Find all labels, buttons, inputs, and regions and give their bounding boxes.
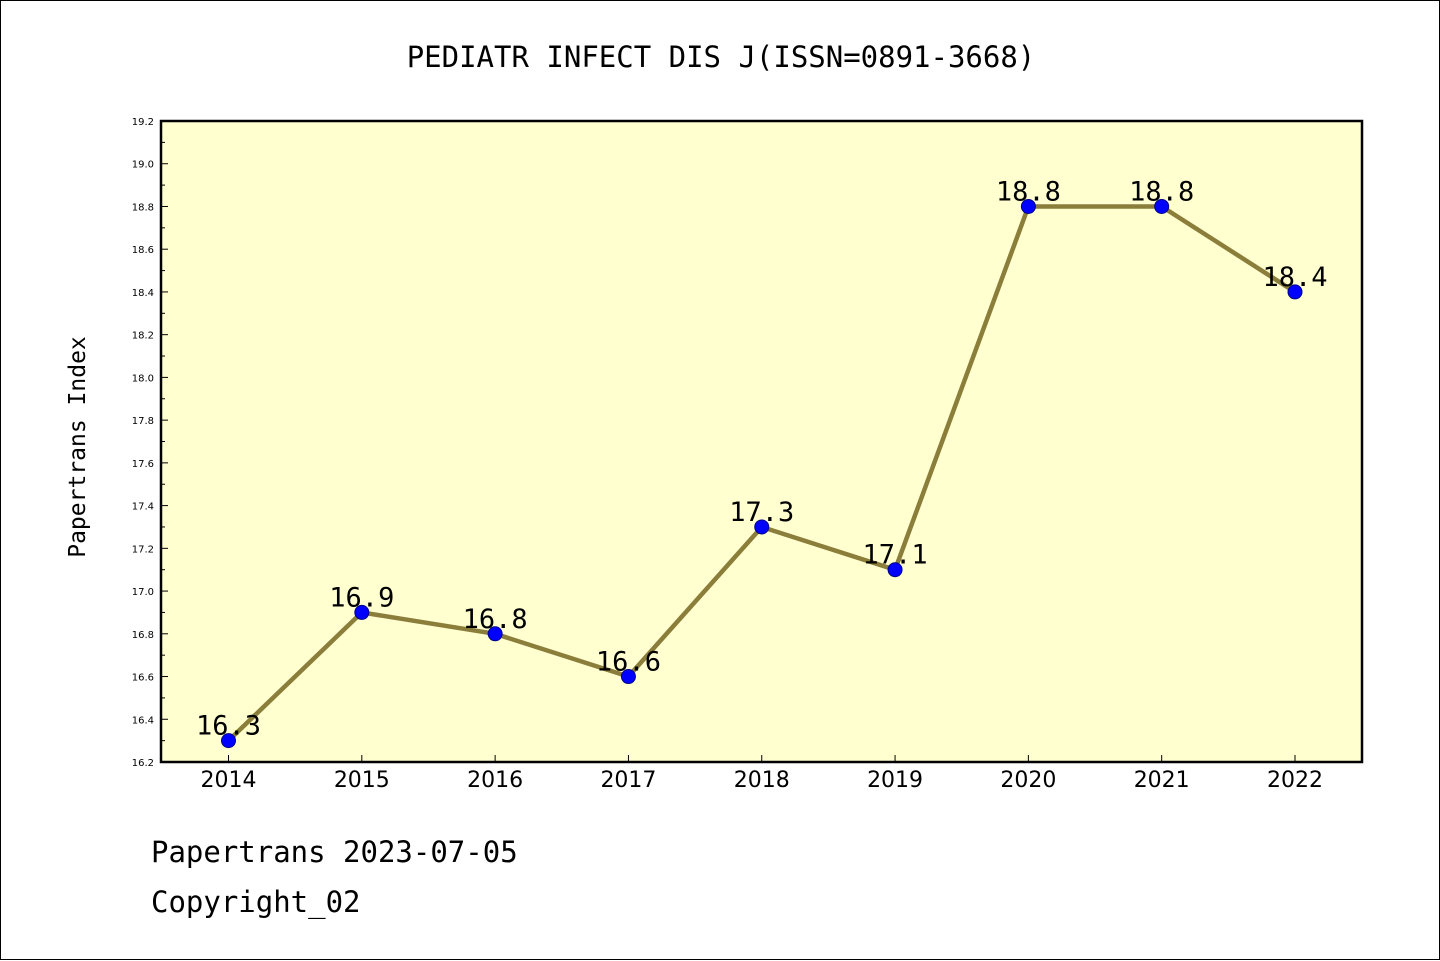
data-label-2015: 16.9 (329, 582, 394, 613)
data-labels: 16.3 16.9 16.8 16.6 17.3 17.1 18.8 18.8 18.4 (196, 176, 1328, 741)
data-point-2020 (1020, 198, 1036, 214)
y-tick-label: 18.2 (132, 331, 154, 342)
data-point-2021 (1154, 198, 1170, 214)
data-label-2017: 16.6 (596, 647, 661, 678)
footer-date: Papertrans 2023-07-05 (151, 835, 518, 869)
x-tick-label: 2018 (734, 768, 790, 793)
y-tick-label: 16.2 (132, 758, 154, 769)
data-point-2017 (620, 669, 636, 685)
x-tick-label: 2021 (1134, 768, 1190, 793)
y-tick-label: 17.2 (132, 544, 154, 555)
data-label-2019: 17.1 (863, 540, 928, 571)
y-tick-label: 17.6 (132, 459, 154, 470)
x-tick-label: 2016 (467, 768, 523, 793)
data-point-2019 (887, 562, 903, 578)
data-point-2015 (354, 604, 370, 620)
y-tick-label: 16.8 (132, 630, 154, 641)
y-tick-label: 17.8 (132, 416, 154, 427)
y-tick-label: 18.4 (132, 288, 154, 299)
chart-title: PEDIATR INFECT DIS J(ISSN=0891-3668) (407, 40, 1036, 74)
plot-area (159, 119, 1364, 764)
x-tick-label: 2014 (201, 768, 257, 793)
y-axis-label: Papertrans Index (65, 336, 91, 558)
data-point-2022 (1287, 284, 1303, 300)
data-label-2014: 16.3 (196, 711, 261, 742)
data-point-2016 (487, 626, 503, 642)
x-axis: 2014 2015 2016 2017 2018 2019 2020 2021 2022 (201, 755, 1323, 793)
y-tick-label: 18.0 (132, 373, 154, 384)
x-tick-label: 2017 (600, 768, 656, 793)
y-tick-label: 17.4 (132, 502, 154, 513)
data-label-2016: 16.8 (463, 604, 528, 635)
x-tick-label: 2020 (1000, 768, 1056, 793)
y-tick-label: 18.6 (132, 245, 154, 256)
y-tick-label: 16.6 (132, 673, 154, 684)
y-tick-label: 19.2 (132, 117, 154, 128)
y-tick-label: 18.8 (132, 202, 154, 213)
x-tick-label: 2019 (867, 768, 923, 793)
data-points (221, 198, 1303, 749)
data-point-2018 (754, 519, 770, 535)
data-label-2018: 17.3 (729, 497, 794, 528)
x-tick-label: 2015 (334, 768, 390, 793)
y-axis: 16.2 16.4 16.6 16.8 17.0 17.2 17.4 17.6 17.8 18.0… (132, 117, 168, 769)
data-label-2022: 18.4 (1262, 262, 1327, 293)
x-tick-label: 2022 (1267, 768, 1323, 793)
data-point-2014 (221, 733, 236, 749)
data-label-2021: 18.8 (1129, 176, 1194, 207)
y-tick-label: 17.0 (132, 587, 154, 598)
y-tick-label: 16.4 (132, 715, 154, 726)
y-tick-label: 19.0 (132, 160, 154, 171)
footer-copyright: Copyright_02 (151, 885, 361, 919)
data-label-2020: 18.8 (996, 176, 1061, 207)
